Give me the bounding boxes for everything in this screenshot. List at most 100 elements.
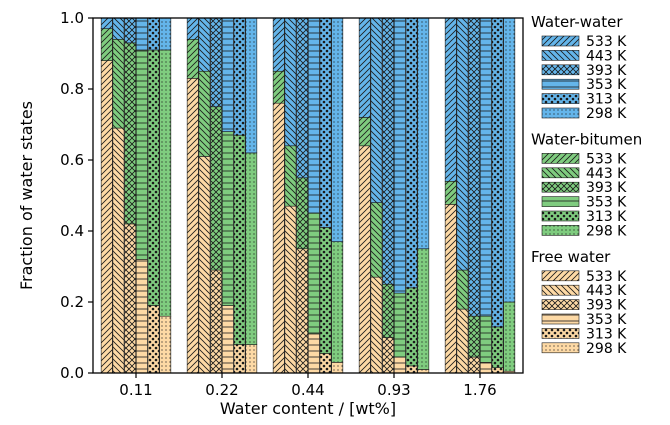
legend-label-water_bitumen-533-k: 533 K [586,151,627,167]
legend-label-water_bitumen-298-k: 298 K [586,223,627,239]
legend-swatch-water_bitumen-298-k [541,225,580,236]
x-axis-ticks: 0.11 0.22 0.44 0.93 1.76 [119,373,497,399]
legend-title-free_water: Free water [531,248,611,266]
y-tick-label: 0.4 [60,222,84,240]
y-tick-label: 0.2 [60,293,84,311]
legend-label-water_water-393-k: 393 K [586,63,627,79]
bar-water_water-0.11-298-k [159,17,172,51]
bar-water_water-0.22-298-k [245,17,258,154]
legend-swatch-water_bitumen-533-k [541,153,580,164]
bar-water_water-0.44-353-k [307,17,320,214]
bar-free_water-0.44-313-k [319,353,332,374]
bar-water_bitumen-0.11-393-k [124,42,137,225]
bar-free_water-0.44-443-k [284,205,297,374]
bar-free_water-0.11-533-k [100,60,113,374]
bar-free_water-0.44-298-k [331,362,344,374]
bar-water_bitumen-0.93-443-k [370,202,383,278]
legend-title-water_water: Water-water [531,13,623,31]
bar-water_water-0.93-298-k [417,17,430,250]
bar-water_water-0.11-393-k [124,17,137,44]
bar-water_water-1.76-533-k [444,17,457,182]
bar-water_water-0.93-353-k [393,17,406,294]
bar-water_bitumen-0.93-298-k [417,248,430,370]
bar-free_water-0.22-298-k [245,344,258,374]
x-tick-label: 0.44 [291,381,324,399]
bar-water_water-0.93-443-k [370,17,383,203]
bar-water_water-1.76-298-k [503,17,516,303]
bar-water_bitumen-0.11-443-k [112,38,125,129]
legend-swatch-water_water-298-k [541,107,580,119]
bar-water_water-0.22-313-k [233,17,246,136]
bar-water_water-0.93-313-k [405,17,418,289]
bar-water_water-0.11-313-k [147,17,160,51]
legend-swatch-water_bitumen-313-k [541,210,580,222]
legend-label-water_water-533-k: 533 K [586,34,627,50]
bar-water_bitumen-0.11-313-k [147,49,160,306]
bar-water_water-0.22-393-k [210,17,223,108]
bar-water_water-0.11-443-k [112,17,125,40]
bar-water_water-0.44-298-k [331,17,344,242]
bar-water_water-0.11-533-k [100,17,113,29]
legend-label-free_water-313-k: 313 K [586,326,627,342]
y-axis-label: Fraction of water states [17,101,36,290]
legend-swatch-water_bitumen-353-k [541,196,580,207]
bar-free_water-0.22-313-k [233,344,246,374]
bar-water_water-0.22-353-k [221,17,234,132]
x-tick-label: 0.22 [205,381,238,399]
bar-free_water-0.11-298-k [159,315,172,374]
bar-water_bitumen-0.44-313-k [319,227,332,354]
bar-free_water-0.11-393-k [124,223,137,374]
bar-free_water-0.22-533-k [186,78,199,374]
legend-swatch-water_water-443-k [541,50,580,61]
bar-free_water-0.93-353-k [393,356,406,374]
bar-free_water-0.22-393-k [210,269,223,374]
bar-water_bitumen-0.11-298-k [159,49,172,317]
legend-label-water_water-353-k: 353 K [586,77,627,93]
bar-water_water-1.76-393-k [468,17,481,317]
legend-swatch-free_water-298-k [541,342,580,354]
bar-water_water-0.44-533-k [272,17,285,72]
bar-free_water-0.44-533-k [272,102,285,374]
legend-swatch-water_water-393-k [541,64,580,76]
bar-free_water-0.11-313-k [147,305,160,374]
bar-free_water-0.44-393-k [296,248,309,374]
bar-water_bitumen-0.44-443-k [284,145,297,207]
bar-free_water-1.76-353-k [479,362,492,374]
bar-water_bitumen-1.76-353-k [479,315,492,363]
bar-water_water-0.93-533-k [358,17,371,118]
legend-label-free_water-443-k: 443 K [586,283,627,299]
bar-free_water-1.76-443-k [456,308,469,374]
bar-water_water-0.93-393-k [382,17,395,285]
y-tick-label: 1.0 [60,9,84,27]
bar-free_water-0.93-443-k [370,276,383,374]
legend-swatch-water_water-313-k [541,93,580,104]
bar-water_bitumen-0.93-313-k [405,287,418,367]
bar-free_water-0.11-353-k [135,259,148,374]
bar-water_bitumen-0.22-353-k [221,131,234,306]
bar-free_water-0.93-313-k [405,365,418,374]
bar-water_bitumen-0.44-353-k [307,212,320,335]
bar-water_water-0.22-533-k [186,17,199,40]
x-axis-label: Water content / [wt%] [220,399,396,418]
legend-label-free_water-533-k: 533 K [586,269,627,285]
bar-water_bitumen-0.22-533-k [186,38,199,79]
bar-water_bitumen-0.93-353-k [393,292,406,358]
bar-water_water-1.76-443-k [456,17,469,271]
bar-free_water-0.11-443-k [112,127,125,374]
bar-free_water-0.22-353-k [221,305,234,374]
y-axis-ticks: 0.0 0.2 0.4 0.6 0.8 1.0 [60,9,93,382]
bar-free_water-0.22-443-k [198,156,211,374]
legend-label-water_bitumen-353-k: 353 K [586,195,627,211]
x-tick-label: 0.11 [119,381,152,399]
bar-free_water-0.93-533-k [358,145,371,374]
legend-swatch-water_water-353-k [541,78,580,90]
legend-title-water_bitumen: Water-bitumen [531,130,642,148]
legend-label-water_water-298-k: 298 K [586,106,627,122]
bar-water_bitumen-0.11-353-k [135,49,148,260]
legend-swatch-free_water-393-k [541,299,580,310]
bar-free_water-1.76-393-k [468,356,481,374]
bars-layer [100,17,516,374]
